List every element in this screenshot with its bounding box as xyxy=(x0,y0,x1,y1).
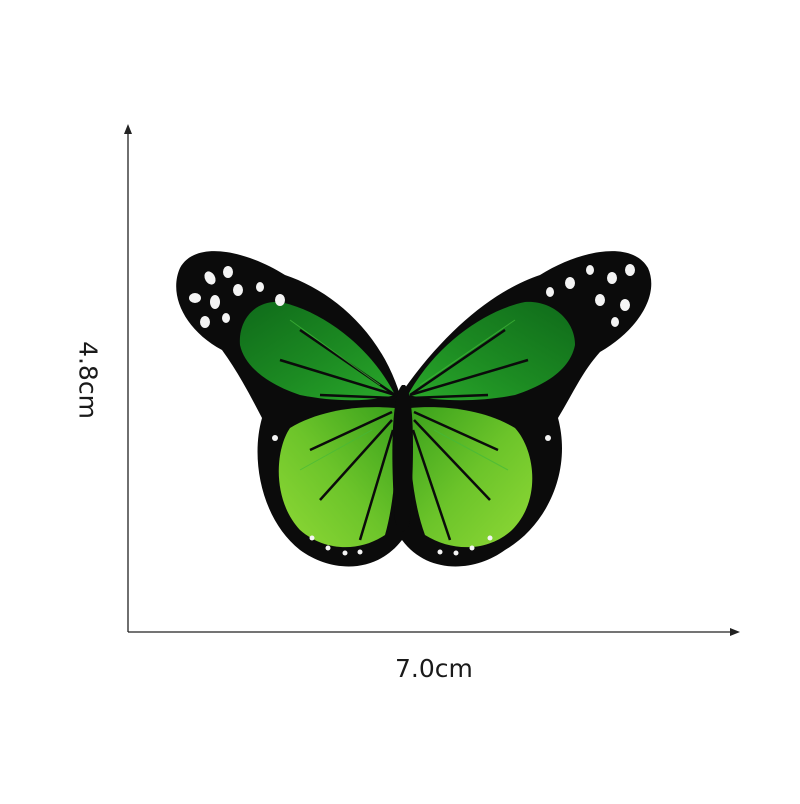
arrow-up-icon xyxy=(124,124,132,134)
height-label: 4.8cm xyxy=(73,341,103,419)
wing-spots-right xyxy=(546,264,635,327)
height-axis xyxy=(124,124,132,632)
butterfly-body xyxy=(392,385,413,532)
lower-left-wing xyxy=(278,407,397,548)
upper-left-wing xyxy=(239,301,395,401)
upper-right-wing xyxy=(408,301,575,401)
width-axis xyxy=(128,628,740,636)
width-label: 7.0cm xyxy=(395,654,473,683)
edge-dots xyxy=(272,435,551,556)
arrow-right-icon xyxy=(730,628,740,636)
wing-veins xyxy=(279,328,529,541)
wing-spots-left xyxy=(189,266,285,328)
butterfly-patch xyxy=(176,251,652,567)
